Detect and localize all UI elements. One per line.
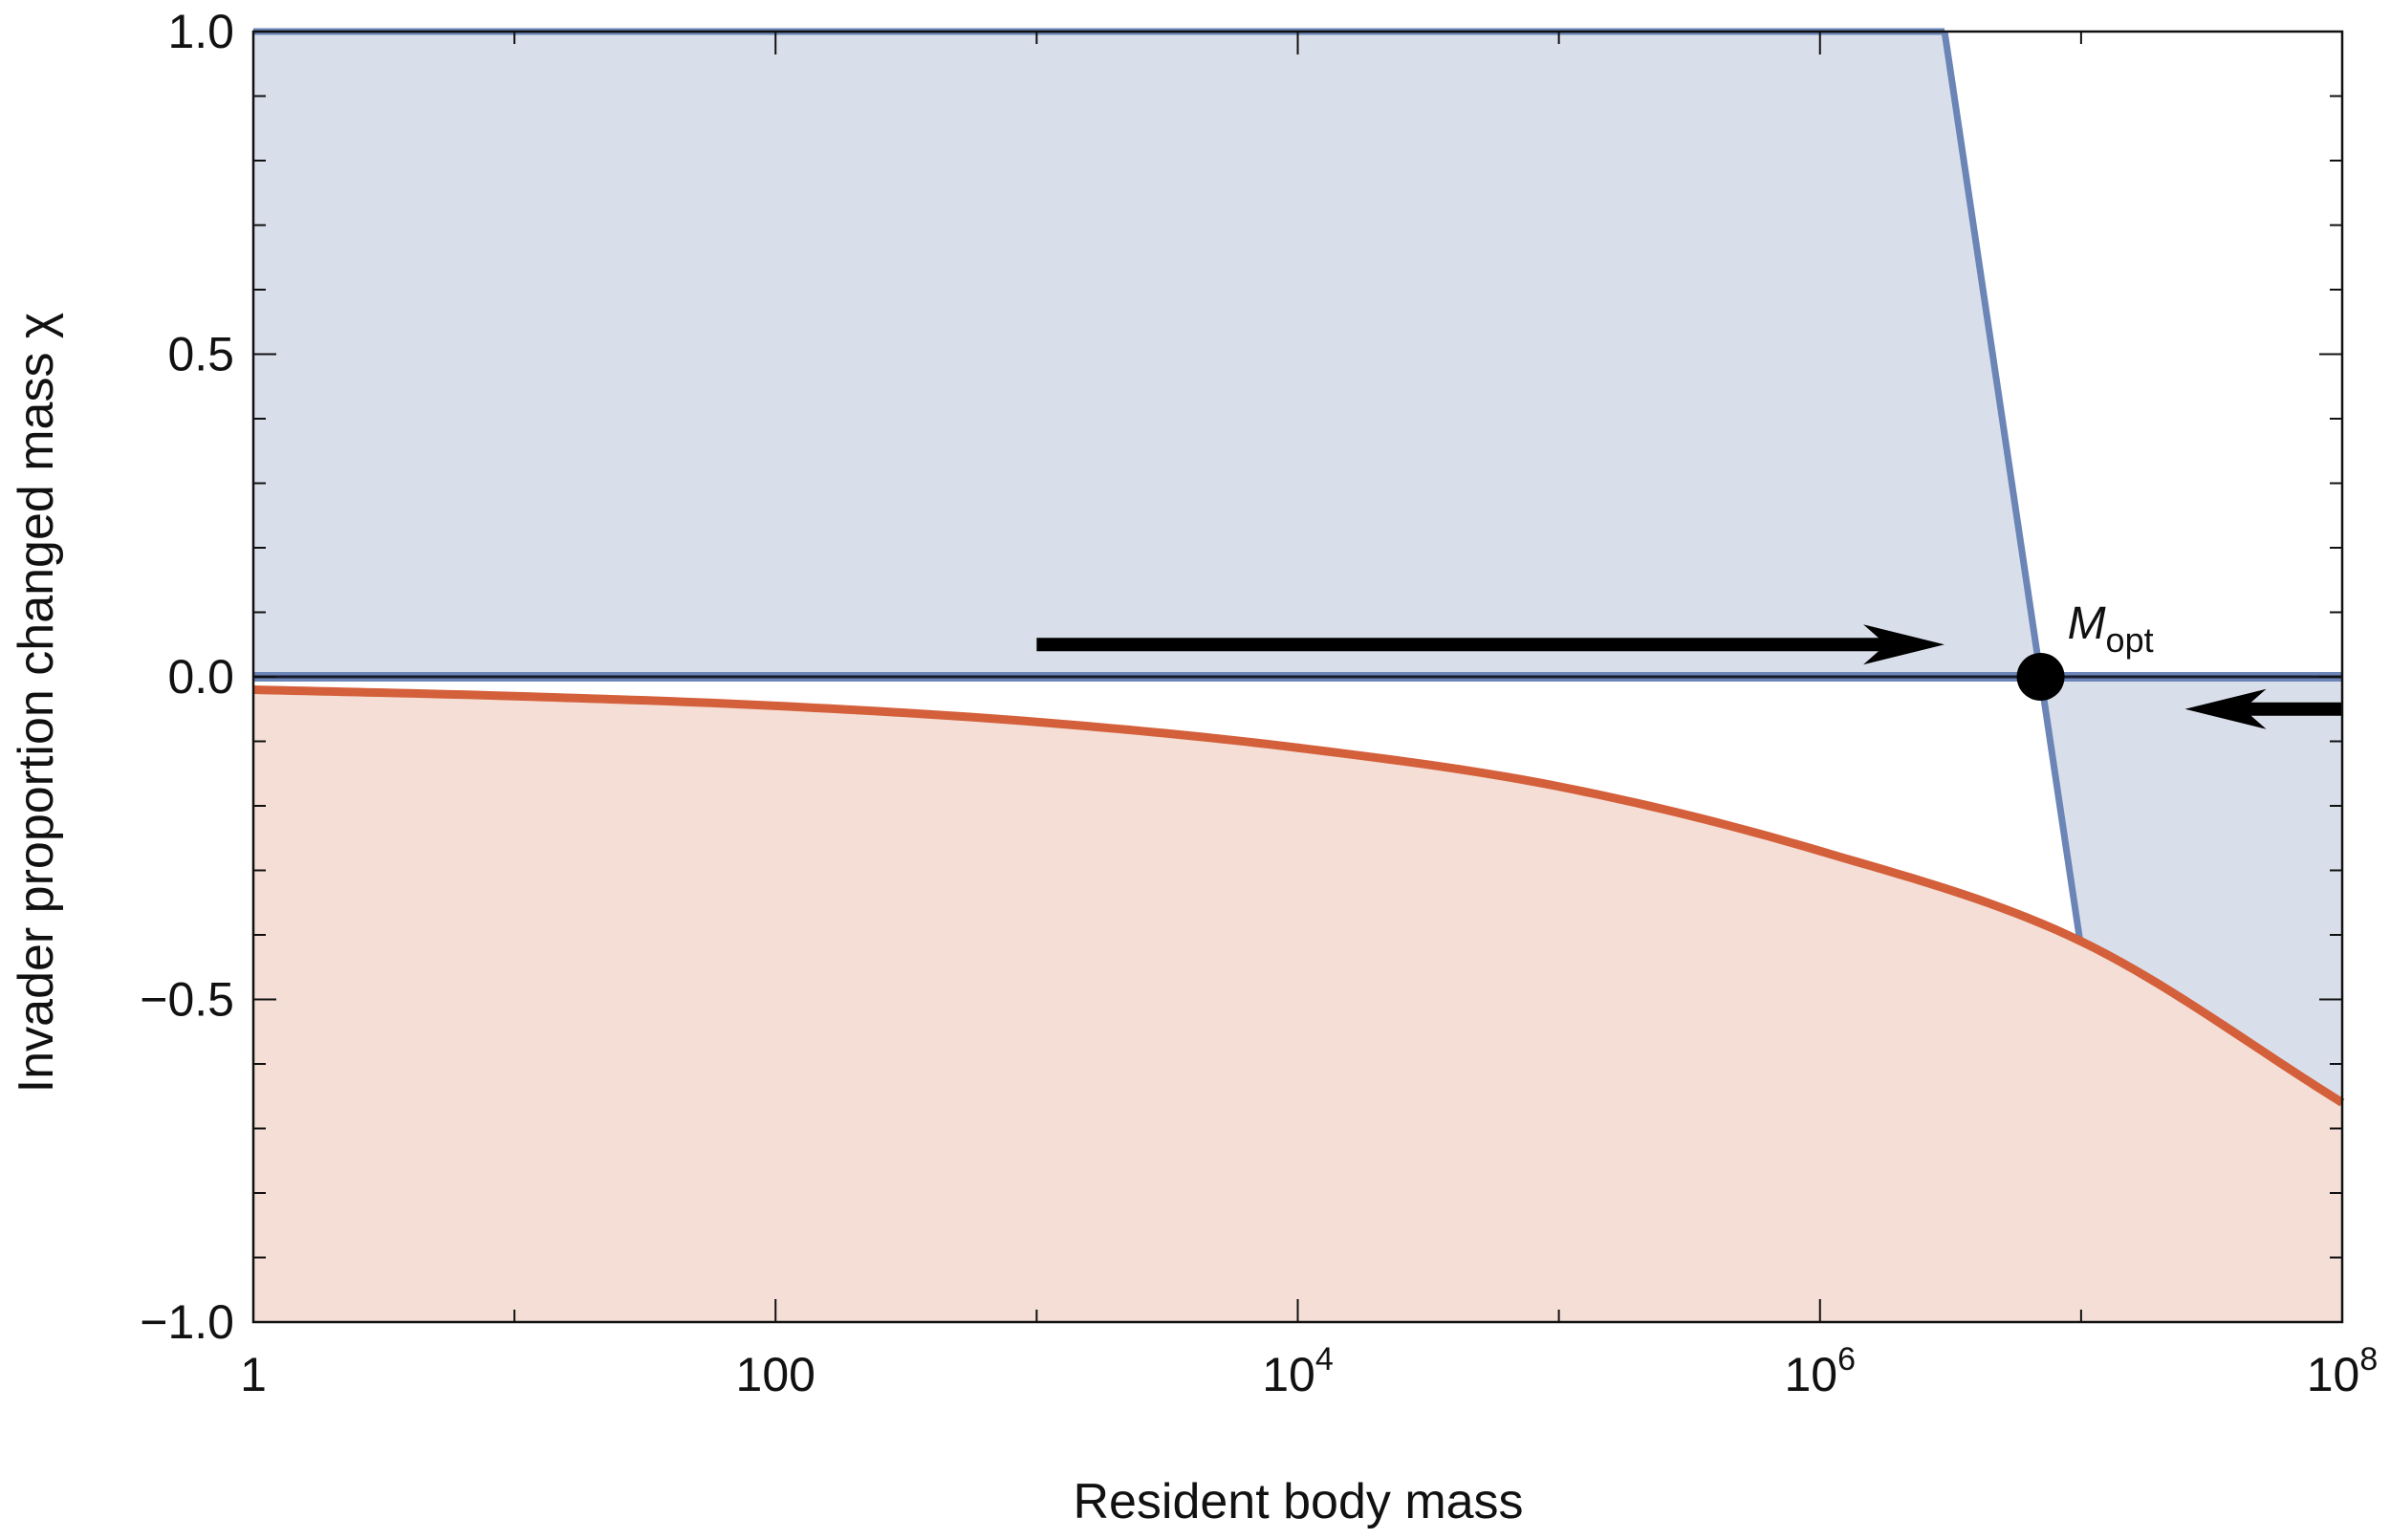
x-tick-exponent: 8 bbox=[2359, 1341, 2378, 1377]
x-tick-label: 108 bbox=[2307, 1341, 2379, 1401]
x-tick-base: 10 bbox=[2307, 1348, 2360, 1401]
plot-annotations: Mopt bbox=[1036, 598, 2342, 729]
arrow-left-head bbox=[2184, 688, 2267, 729]
x-tick-label: 1 bbox=[240, 1348, 267, 1401]
invasion-boundary-line bbox=[1941, 31, 2084, 942]
axes bbox=[251, 30, 2344, 1324]
x-tick-exponent: 4 bbox=[1315, 1341, 1334, 1377]
y-axis-title: Invader proportion changed mass χ bbox=[9, 313, 64, 1093]
x-tick-exponent: 6 bbox=[1837, 1341, 1856, 1377]
x-tick-base: 100 bbox=[736, 1348, 815, 1401]
equilibrium-label: Mopt bbox=[2068, 598, 2154, 660]
arrow-right-head bbox=[1863, 624, 1945, 665]
x-tick-base: 10 bbox=[1784, 1348, 1837, 1401]
lower-bound-curve bbox=[252, 685, 2345, 1107]
y-tick-label: 0.5 bbox=[167, 328, 234, 381]
equilibrium-label-main: M bbox=[2068, 598, 2106, 649]
lower-region-fill bbox=[253, 689, 2342, 1322]
lower-right-region-fill bbox=[2040, 677, 2342, 1103]
x-tick-label: 100 bbox=[736, 1348, 815, 1401]
x-tick-label: 106 bbox=[1784, 1341, 1856, 1401]
plot-fills bbox=[253, 32, 2342, 1322]
equilibrium-label-sub: opt bbox=[2106, 620, 2154, 660]
y-tick-label: 0.0 bbox=[167, 650, 234, 704]
upper-region-fill bbox=[253, 32, 2041, 677]
y-tick-label: −1.0 bbox=[140, 1295, 234, 1349]
x-tick-label: 104 bbox=[1262, 1341, 1334, 1401]
y-tick-label: −0.5 bbox=[140, 973, 234, 1027]
x-axis-title: Resident body mass bbox=[1073, 1474, 1523, 1529]
tick-labels: 1.00.50.0−0.5−1.01 100 104 106 108 bbox=[140, 5, 2378, 1401]
x-tick-base: 10 bbox=[1262, 1348, 1315, 1401]
x-tick-base: 1 bbox=[240, 1348, 267, 1401]
equilibrium-marker bbox=[2016, 653, 2065, 701]
y-tick-label: 1.0 bbox=[167, 5, 234, 58]
